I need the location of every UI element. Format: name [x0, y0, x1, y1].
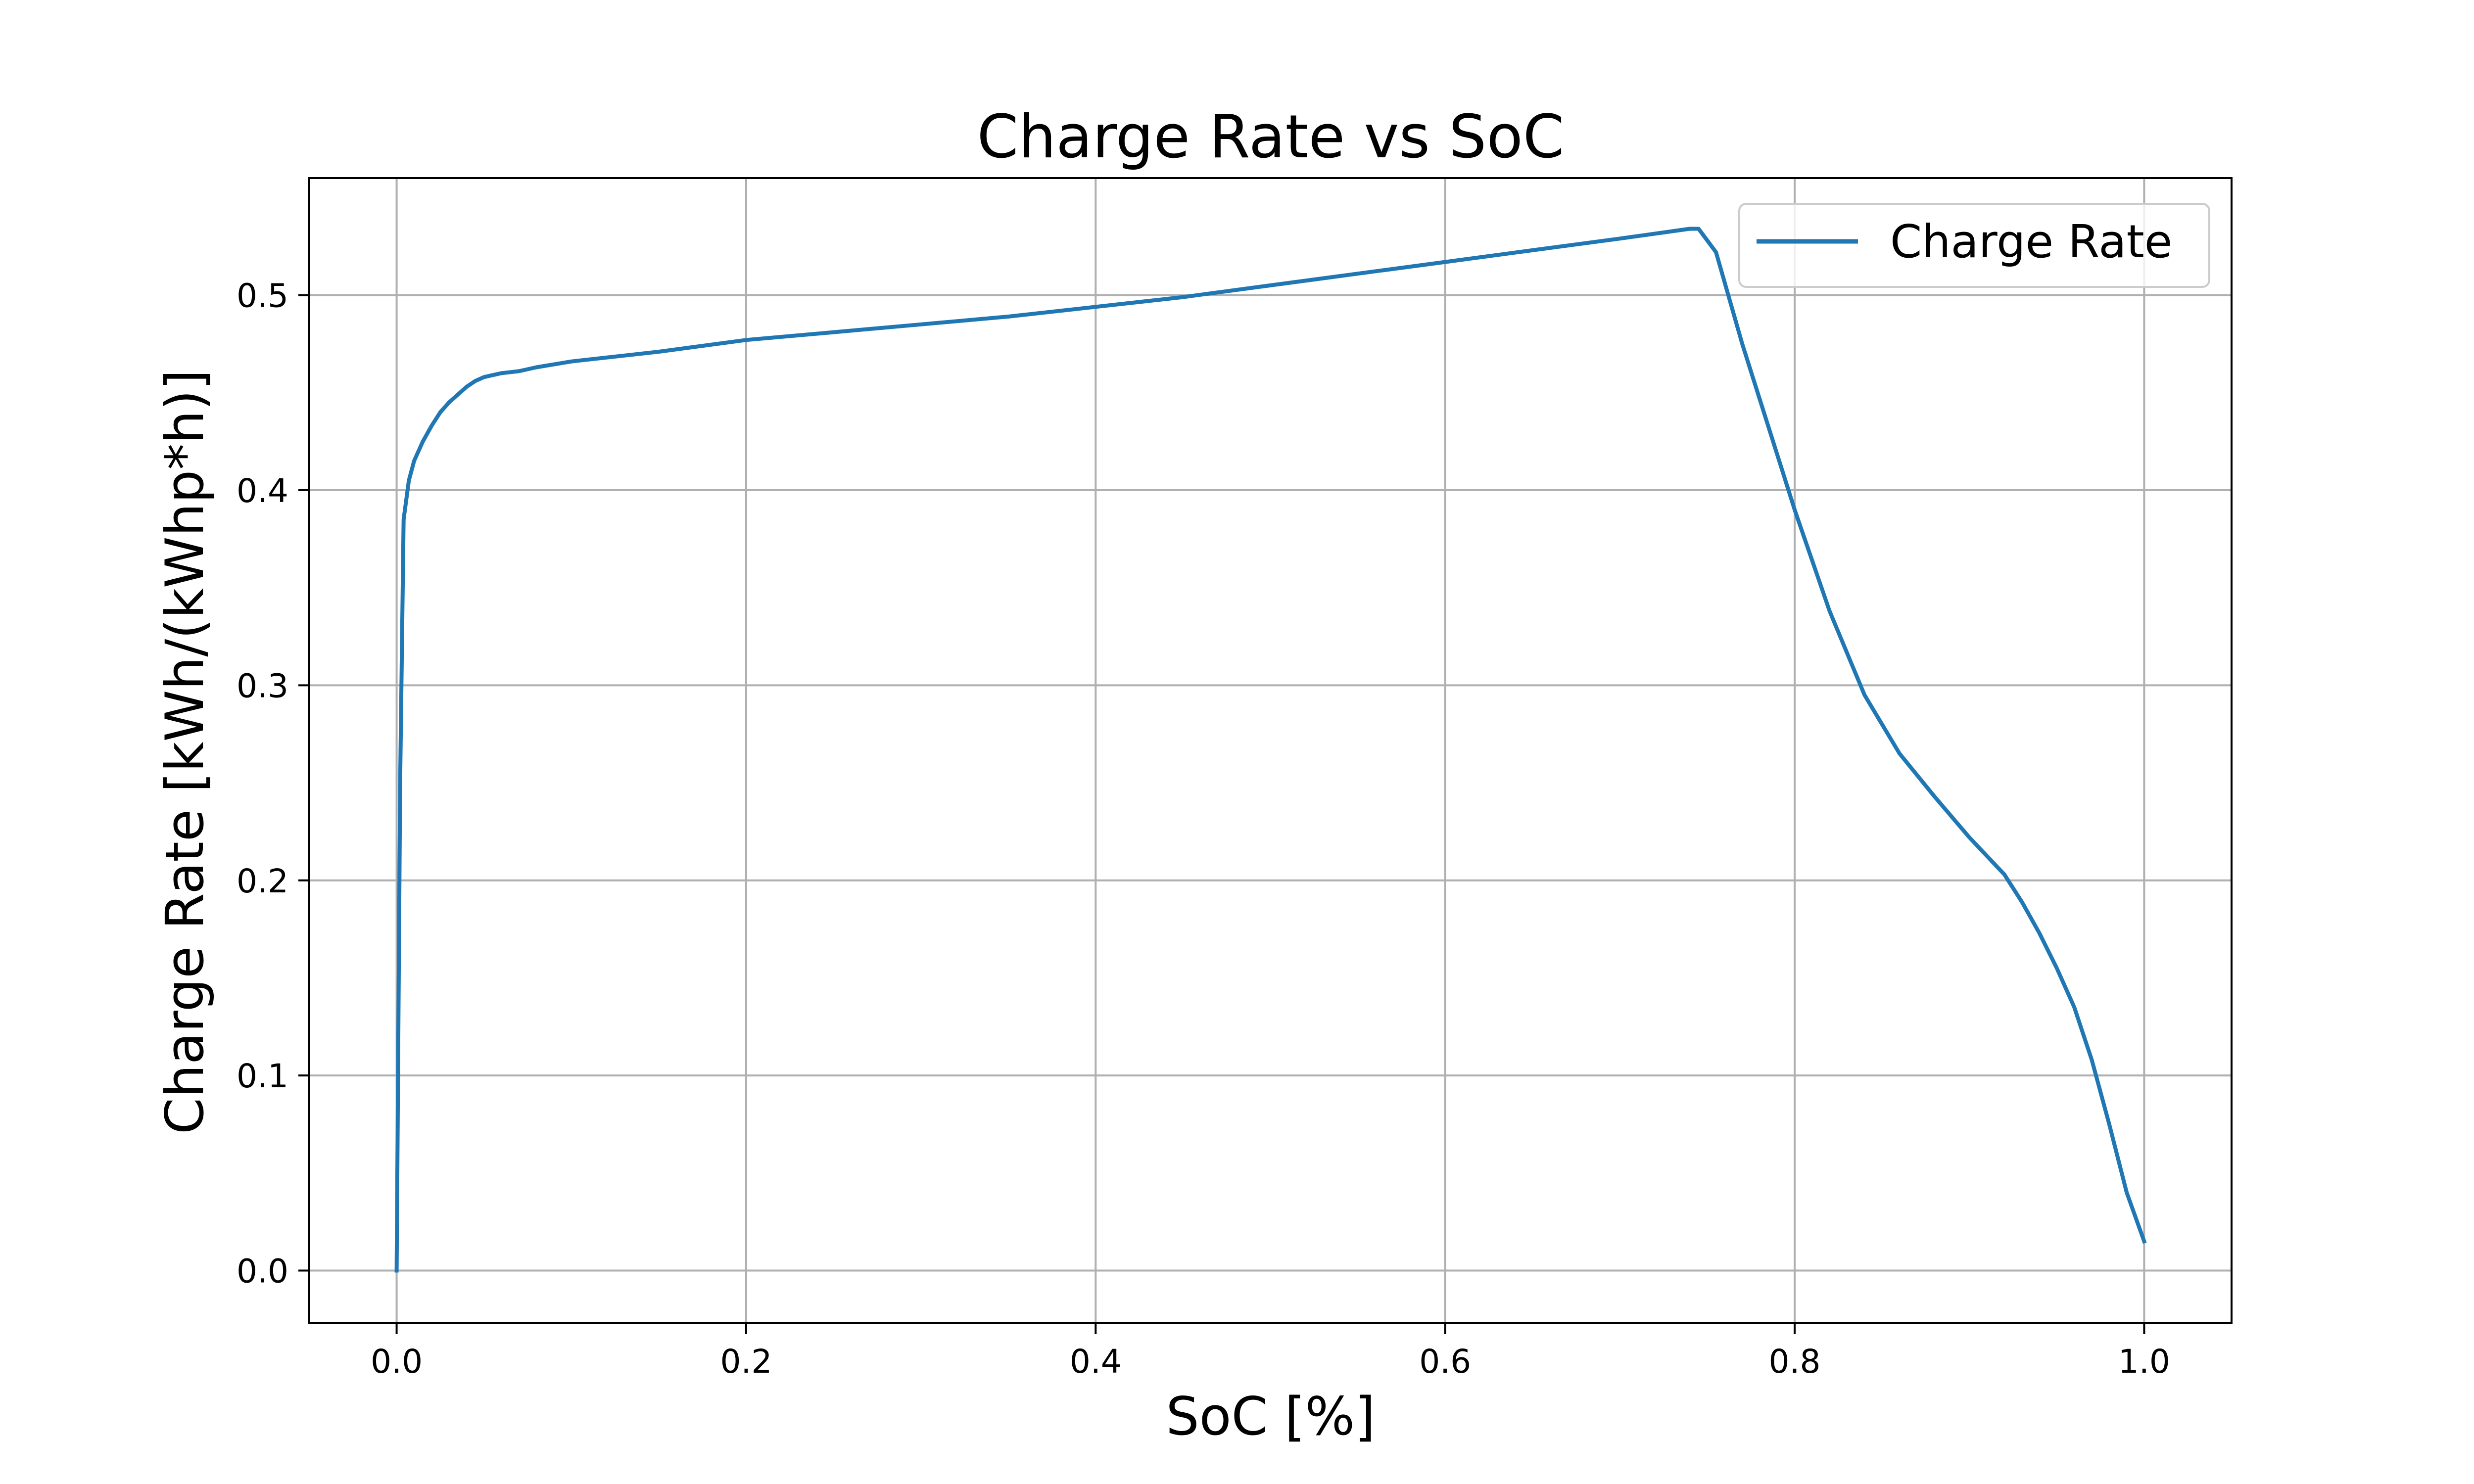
x-tick-label: 1.0	[2118, 1343, 2170, 1381]
tick-layer: 0.0 0.2 0.4 0.6 0.8 1.0 0.0 0.1 0.2 0.3 0.4 0.5	[237, 277, 2170, 1381]
y-tick-label: 0.5	[237, 277, 288, 315]
legend: Charge Rate	[1738, 203, 2210, 288]
legend-box	[1738, 203, 2210, 288]
y-tick-label: 0.3	[237, 667, 288, 705]
y-tick-label: 0.0	[237, 1252, 288, 1291]
x-tick-label: 0.2	[720, 1343, 772, 1381]
series-line-charge-rate	[394, 227, 2147, 1273]
legend-label-charge-rate: Charge Rate	[1890, 215, 2172, 268]
x-axis-label: SoC [%]	[1166, 1386, 1375, 1447]
series-layer	[394, 227, 2147, 1273]
x-tick-label: 0.6	[1419, 1343, 1471, 1381]
y-tick-label: 0.2	[237, 862, 288, 900]
y-axis-label: Charge Rate [kWh/(kWhp*h)]	[154, 370, 215, 1134]
x-tick-label: 0.8	[1769, 1343, 1821, 1381]
grid-layer	[309, 178, 2232, 1323]
y-tick-label: 0.4	[237, 472, 288, 510]
plot-frame	[308, 177, 2233, 1324]
y-tick-label: 0.1	[237, 1057, 288, 1095]
x-tick-label: 0.0	[371, 1343, 423, 1381]
x-tick-label: 0.4	[1070, 1343, 1122, 1381]
chart-title: Charge Rate vs SoC	[977, 103, 1564, 172]
